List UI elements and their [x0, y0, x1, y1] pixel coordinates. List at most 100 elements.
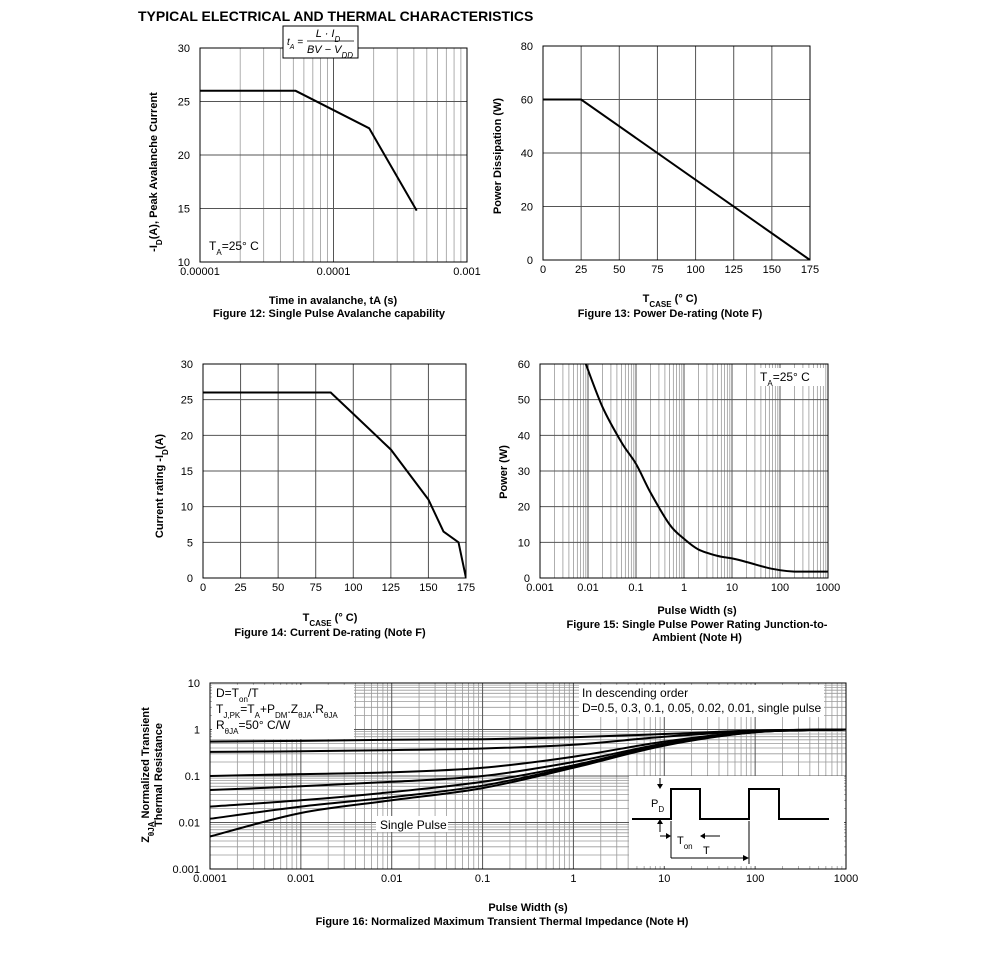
y-tick-label: 30 — [518, 466, 530, 478]
y-tick-label: 0 — [527, 255, 533, 267]
single-pulse-bg — [376, 816, 448, 832]
x-tick-label: 50 — [613, 264, 625, 276]
x-tick-label: 0 — [200, 582, 206, 594]
page-title: TYPICAL ELECTRICAL AND THERMAL CHARACTER… — [138, 8, 534, 24]
y-tick-label: 60 — [521, 95, 533, 107]
x-axis-label: Pulse Width (s) — [488, 902, 568, 914]
x-tick-label: 125 — [725, 264, 743, 276]
y-tick-label: 1 — [194, 725, 200, 737]
x-tick-label: 0.01 — [577, 582, 598, 594]
x-axis-label: Pulse Width (s) — [657, 605, 737, 617]
x-tick-label: 0.01 — [381, 873, 402, 885]
y-tick-label: 20 — [521, 202, 533, 214]
figure-caption-line1: Figure 15: Single Pulse Power Rating Jun… — [567, 619, 828, 631]
y-axis-label-line1: ZθJA Normalized Transient — [140, 707, 156, 843]
y-axis-label: Power Dissipation (W) — [492, 98, 504, 214]
x-tick-label: 75 — [651, 264, 663, 276]
plot-frame — [539, 363, 829, 579]
x-tick-label: 0.001 — [287, 873, 315, 885]
x-tick-label: 100 — [344, 582, 362, 594]
figure-caption: Figure 14: Current De-rating (Note F) — [234, 627, 426, 639]
formula-numerator: L · ID — [316, 28, 341, 44]
x-tick-label: 0.0001 — [193, 873, 227, 885]
x-tick-label: 1 — [570, 873, 576, 885]
x-tick-label: 10 — [658, 873, 670, 885]
y-tick-label: 15 — [181, 466, 193, 478]
pd-arrowhead-top — [657, 784, 663, 789]
chart-fig13: 0 25 50 75 100 125 150 175 0 20 40 60 80 TCASE (° C)F… — [492, 41, 819, 320]
x-tick-label: 150 — [763, 264, 781, 276]
t-label: T — [703, 845, 710, 857]
figure-caption: Figure 12: Single Pulse Avalanche capabi… — [213, 308, 446, 320]
plot-frame — [202, 363, 467, 579]
notes-right-bg — [579, 685, 824, 717]
y-tick-label: 30 — [181, 359, 193, 371]
t-arrowhead — [743, 855, 749, 861]
chart-fig16: 0.0001 0.001 0.01 0.1 1 10 100 10000.0010.010.1… — [140, 678, 858, 928]
plot-frame — [542, 45, 811, 261]
y-tick-label: 20 — [518, 502, 530, 514]
series-line — [543, 98, 810, 260]
pulse-waveform — [632, 788, 829, 820]
x-tick-label: 0.0001 — [317, 266, 351, 278]
y-tick-label: 0.1 — [185, 771, 200, 783]
chart-fig12: 0.00001 0.0001 0.001 10 15 20 25 30 Time in aval… — [148, 25, 481, 320]
ta-annotation: TA=25° C — [209, 239, 259, 257]
y-tick-label: 5 — [187, 537, 193, 549]
y-tick-label: 10 — [188, 678, 200, 690]
figure-caption: Figure 13: Power De-rating (Note F) — [578, 308, 763, 320]
annotation-bg — [756, 368, 824, 386]
chart-fig15: 0.001 0.01 0.1 1 10 100 1000 0 10 20 30 40 50 60 TA=25… — [498, 359, 840, 644]
x-tick-label: 125 — [382, 582, 400, 594]
x-tick-label: 100 — [746, 873, 764, 885]
y-tick-label: 25 — [181, 395, 193, 407]
single-pulse-label: Single Pulse — [380, 818, 447, 832]
x-axis-label: Time in avalanche, tA (s) — [269, 295, 398, 307]
y-tick-label: 0 — [524, 573, 530, 585]
note-duty-list: D=0.5, 0.3, 0.1, 0.05, 0.02, 0.01, singl… — [582, 701, 821, 715]
series-line — [200, 89, 418, 212]
chart-fig14: 0 25 50 75 100 125 150 175 0 5 10 15 20 25 30 TCASE (° … — [154, 359, 475, 639]
x-tick-label: 0.00001 — [180, 266, 220, 278]
y-tick-label: 10 — [518, 537, 530, 549]
x-tick-label: 1000 — [834, 873, 858, 885]
x-tick-label: 0.1 — [475, 873, 490, 885]
ton-arrowhead-right — [700, 833, 705, 839]
figure-caption-line2: Ambient (Note H) — [652, 632, 742, 644]
y-tick-label: 80 — [521, 41, 533, 53]
y-tick-label: 15 — [178, 204, 190, 216]
y-axis-label-line2: Thermal Resistance — [153, 723, 165, 827]
notes-left-bg — [212, 685, 354, 739]
x-tick-label: 175 — [457, 582, 475, 594]
y-tick-label: 40 — [518, 430, 530, 442]
note-rtheta: RθJA=50° C/W — [216, 718, 291, 736]
x-tick-label: 0.001 — [453, 266, 481, 278]
y-tick-label: 25 — [178, 97, 190, 109]
x-tick-label: 25 — [234, 582, 246, 594]
y-tick-label: 0 — [187, 573, 193, 585]
x-tick-label: 75 — [310, 582, 322, 594]
note-tjpk: TJ,PK=TA+PDM.ZθJA.RθJA — [216, 702, 338, 720]
y-tick-label: 10 — [178, 257, 190, 269]
x-axis-label: TCASE (° C) — [303, 612, 358, 628]
y-tick-label: 50 — [518, 395, 530, 407]
series-line — [203, 391, 466, 578]
series-line-single-pulse — [210, 728, 846, 838]
y-tick-label: 10 — [181, 502, 193, 514]
y-tick-label: 20 — [178, 150, 190, 162]
x-tick-label: 10 — [726, 582, 738, 594]
x-tick-label: 1000 — [816, 582, 840, 594]
x-tick-label: 100 — [686, 264, 704, 276]
x-tick-label: 175 — [801, 264, 819, 276]
inset-bg — [629, 776, 844, 866]
y-axis-label: Power (W) — [498, 445, 510, 499]
x-tick-label: 50 — [272, 582, 284, 594]
x-tick-label: 100 — [771, 582, 789, 594]
x-tick-label: 1 — [681, 582, 687, 594]
y-tick-label: 0.01 — [179, 818, 200, 830]
y-tick-label: 0.001 — [172, 864, 200, 876]
ta-annotation: TA=25° C — [760, 370, 810, 388]
y-axis-label: -ID(A), Peak Avalanche Current — [148, 92, 164, 252]
pd-label: PD — [651, 798, 664, 814]
x-tick-label: 150 — [419, 582, 437, 594]
